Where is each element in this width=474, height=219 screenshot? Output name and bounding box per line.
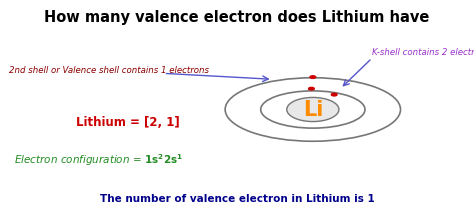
- Text: How many valence electron does Lithium have: How many valence electron does Lithium h…: [44, 10, 430, 25]
- Text: The number of valence electron in Lithium is 1: The number of valence electron in Lithiu…: [100, 194, 374, 204]
- Text: Li: Li: [303, 99, 323, 120]
- Circle shape: [310, 76, 316, 78]
- Circle shape: [287, 97, 339, 122]
- Text: 2nd shell or Valence shell contains 1 electrons: 2nd shell or Valence shell contains 1 el…: [9, 65, 210, 75]
- Text: Electron configuration = $\mathbf{1s^{2}2s^{1}}$: Electron configuration = $\mathbf{1s^{2}…: [14, 152, 183, 168]
- Circle shape: [331, 93, 337, 96]
- Text: K-shell contains 2 electrons: K-shell contains 2 electrons: [372, 48, 474, 57]
- Circle shape: [309, 87, 314, 90]
- Text: Lithium = [2, 1]: Lithium = [2, 1]: [76, 116, 180, 129]
